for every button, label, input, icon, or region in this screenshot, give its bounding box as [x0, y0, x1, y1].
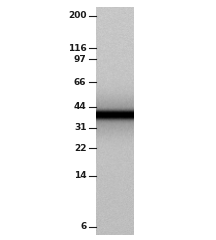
Text: 116: 116 [68, 44, 86, 53]
Text: 200: 200 [68, 11, 86, 20]
Text: 6: 6 [80, 222, 86, 231]
Text: kDa: kDa [65, 0, 86, 1]
Text: 44: 44 [74, 102, 86, 111]
Text: 31: 31 [74, 123, 86, 132]
Text: 66: 66 [74, 78, 86, 87]
Text: 22: 22 [74, 144, 86, 153]
Text: 97: 97 [74, 55, 86, 64]
Text: 14: 14 [74, 171, 86, 180]
